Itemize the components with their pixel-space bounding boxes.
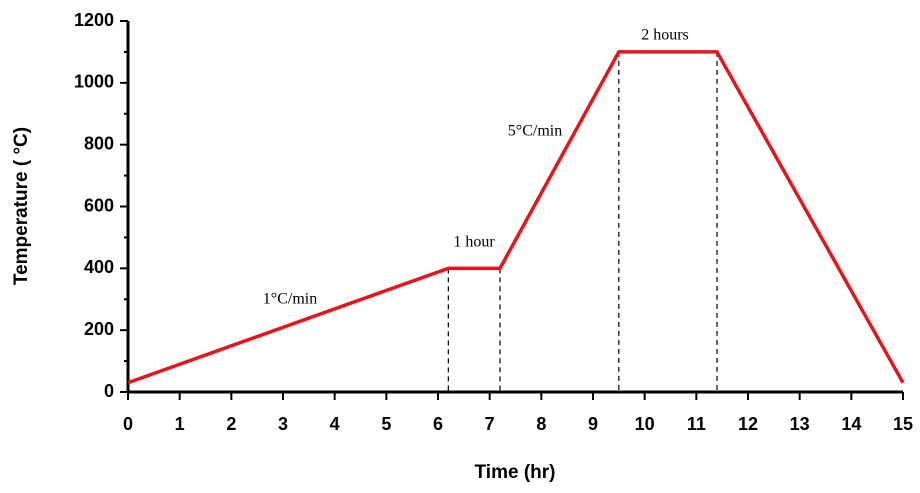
y-axis-label: Temperature ( °C) — [11, 127, 32, 285]
annotation: 5°C/min — [508, 123, 562, 140]
x-tick-label: 0 — [123, 414, 133, 434]
x-tick-label: 7 — [485, 414, 495, 434]
data-line — [128, 52, 903, 383]
y-tick-label: 0 — [104, 381, 114, 401]
x-tick-label: 5 — [381, 414, 391, 434]
x-tick-label: 6 — [433, 414, 443, 434]
x-tick-label: 10 — [635, 414, 655, 434]
y-tick-label: 1000 — [74, 72, 114, 92]
x-tick-label: 14 — [841, 414, 861, 434]
x-tick-label: 12 — [738, 414, 758, 434]
y-tick-label: 600 — [84, 195, 114, 215]
annotation: 1°C/min — [263, 291, 317, 308]
annotation: 2 hours — [641, 27, 689, 44]
x-tick-label: 8 — [536, 414, 546, 434]
x-tick-label: 9 — [588, 414, 598, 434]
x-tick-label: 1 — [175, 414, 185, 434]
y-tick-label: 200 — [84, 319, 114, 339]
x-axis-label: Time (hr) — [475, 462, 556, 483]
x-tick-label: 11 — [687, 414, 706, 434]
y-tick-label: 800 — [84, 133, 114, 153]
x-tick-label: 3 — [278, 414, 288, 434]
x-tick-label: 15 — [893, 414, 913, 434]
x-tick-label: 4 — [330, 414, 340, 434]
x-tick-label: 2 — [226, 414, 236, 434]
x-tick-label: 13 — [790, 414, 810, 434]
y-tick-label: 1200 — [74, 10, 114, 30]
annotation: 1 hour — [453, 234, 495, 251]
y-tick-label: 400 — [84, 257, 114, 277]
chart: Time (hr) Temperature ( °C) 020040060080… — [0, 0, 920, 493]
